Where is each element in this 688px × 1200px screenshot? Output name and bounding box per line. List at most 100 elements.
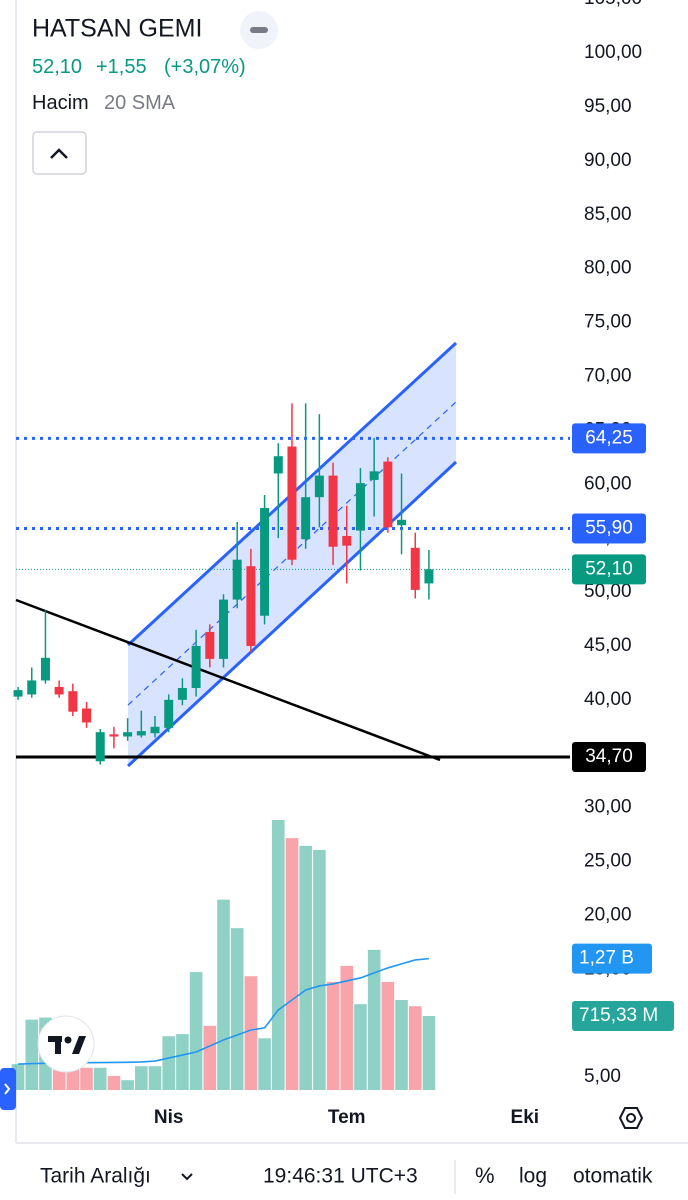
candle-body — [191, 645, 201, 688]
volume-bar — [203, 1025, 217, 1090]
collapse-legend-button[interactable] — [240, 11, 278, 49]
candle-body — [273, 456, 283, 474]
candle-body — [383, 461, 393, 528]
volume-bar — [299, 845, 312, 1090]
volume-bar — [107, 1076, 121, 1090]
candle-body — [397, 519, 407, 526]
volume-bar — [422, 1016, 436, 1090]
volume-bar — [367, 949, 381, 1090]
candle-body — [301, 497, 311, 540]
candle-body — [260, 507, 270, 616]
candle-body — [95, 732, 105, 762]
price-line: 52,10 +1,55 (+3,07%) — [32, 56, 246, 78]
price-lines — [16, 436, 570, 759]
y-tick-label: 80,00 — [584, 258, 632, 279]
volume-bar — [258, 1038, 271, 1090]
candle-body — [164, 699, 174, 728]
volume-bar — [148, 1066, 162, 1090]
candle-body — [54, 686, 64, 695]
candle-body — [218, 599, 228, 659]
price-tag — [572, 513, 646, 544]
side-panel-tab[interactable] — [0, 1068, 16, 1110]
volume-tag-label: 715,33 M — [579, 1005, 658, 1026]
tradingview-logo[interactable] — [37, 1015, 95, 1073]
percent-button[interactable]: % — [475, 1163, 495, 1188]
log-button[interactable]: log — [519, 1165, 547, 1188]
y-tick-label: 5,00 — [584, 1066, 621, 1087]
candle-body — [40, 657, 50, 681]
candle-body — [232, 559, 242, 600]
y-tick-label: 70,00 — [584, 365, 632, 386]
price-tag — [572, 554, 646, 585]
y-tick-label: 95,00 — [584, 96, 632, 117]
volume-tag-label: 1,27 B — [579, 948, 634, 969]
trend-line — [15, 598, 441, 762]
price-tag-label: 64,25 — [585, 427, 633, 448]
candles — [13, 403, 434, 765]
y-tick-label: 100,00 — [584, 42, 642, 63]
x-tick-label: Tem — [328, 1107, 366, 1128]
volume-bar — [52, 1069, 66, 1090]
volume-bar — [381, 981, 395, 1090]
x-tick-label: Nis — [154, 1107, 184, 1128]
price-tag-label: 34,70 — [585, 746, 633, 767]
last-price: 52,10 — [32, 56, 82, 78]
candle-body — [13, 690, 23, 697]
collapse-button[interactable] — [32, 131, 87, 175]
volume-tag — [572, 1001, 674, 1032]
candle-body — [410, 547, 420, 590]
date-range-button[interactable]: Tarih Aralığı — [40, 1165, 151, 1188]
volume-bar — [313, 850, 326, 1090]
candle-body — [136, 731, 146, 736]
candle-body — [123, 732, 133, 737]
volume-bar — [162, 1036, 176, 1090]
candle-body — [328, 475, 338, 547]
price-tag — [572, 741, 646, 772]
volume-bar — [93, 1067, 107, 1090]
y-tick-label: 40,00 — [584, 689, 632, 710]
y-tick-label: 75,00 — [584, 312, 632, 333]
clock: 19:46:31 UTC+3 — [263, 1165, 418, 1188]
indicator-name: Hacim — [32, 92, 89, 114]
y-tick-label: 85,00 — [584, 204, 632, 225]
volume-bar — [244, 976, 258, 1090]
price-tag-label: 55,90 — [585, 517, 633, 538]
volume-bar — [285, 838, 299, 1090]
settings-button[interactable] — [618, 1107, 644, 1129]
symbol-title: HATSAN GEMI — [32, 15, 202, 43]
candle-body — [205, 631, 215, 659]
volume-bar — [395, 1000, 408, 1090]
price-tag-label: 52,10 — [585, 558, 633, 579]
price-change-pct: (+3,07%) — [164, 56, 246, 78]
auto-button[interactable]: otomatik — [573, 1165, 653, 1188]
y-tick-label: 60,00 — [584, 473, 632, 494]
y-tick-label: 105,00 — [584, 0, 642, 9]
volume-pane — [11, 820, 436, 1090]
candle-body — [246, 566, 256, 646]
dropdown-chevron — [181, 1173, 193, 1181]
volume-bar — [326, 981, 340, 1090]
volume-bar — [230, 928, 244, 1090]
y-tick-label: 50,00 — [584, 581, 632, 602]
volume-bar — [25, 1019, 39, 1090]
y-tick-label: 25,00 — [584, 851, 632, 872]
volume-bar — [66, 1067, 80, 1090]
y-tick-label: 45,00 — [584, 635, 632, 656]
volume-bar — [271, 820, 285, 1090]
candle-body — [68, 691, 78, 712]
candle-body — [424, 569, 434, 584]
indicator-param: 20 SMA — [104, 92, 176, 114]
price-change: +1,55 — [96, 56, 147, 78]
candle-body — [314, 475, 324, 498]
volume-bar — [217, 899, 230, 1090]
y-tick-label: 90,00 — [584, 150, 632, 171]
candle-body — [27, 680, 37, 695]
candle-body — [287, 446, 297, 560]
y-tick-label: 30,00 — [584, 797, 632, 818]
volume-bar — [176, 1034, 189, 1090]
candle-body — [177, 687, 187, 700]
volume-bar — [189, 972, 203, 1090]
indicator-legend: Hacim 20 SMA — [32, 92, 176, 114]
